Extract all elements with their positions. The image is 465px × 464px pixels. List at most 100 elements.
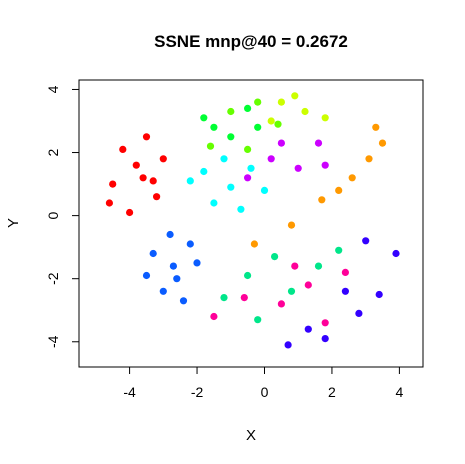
data-point xyxy=(254,123,262,131)
data-point xyxy=(321,161,329,169)
data-point xyxy=(247,164,255,172)
data-point xyxy=(200,114,208,122)
data-point xyxy=(321,335,329,343)
data-point xyxy=(210,199,218,207)
series-1 xyxy=(105,133,167,217)
data-point xyxy=(375,290,383,299)
data-point xyxy=(166,230,174,239)
data-point xyxy=(227,107,235,116)
data-point xyxy=(200,167,208,176)
data-point xyxy=(274,120,282,128)
data-point xyxy=(210,312,218,321)
data-point xyxy=(210,123,218,131)
data-point xyxy=(193,259,201,267)
data-point xyxy=(260,186,269,194)
y-tick-label: 4 xyxy=(45,85,61,93)
data-point xyxy=(321,114,329,122)
data-point xyxy=(220,294,228,302)
data-point xyxy=(244,145,252,153)
data-point xyxy=(314,262,323,270)
data-point xyxy=(341,287,349,295)
series-4 xyxy=(200,104,262,141)
series-7 xyxy=(244,139,329,182)
data-point xyxy=(240,294,248,302)
x-axis-label: X xyxy=(246,427,256,444)
data-point xyxy=(173,275,181,283)
data-point xyxy=(142,133,151,141)
data-point xyxy=(378,139,387,147)
data-point xyxy=(244,104,252,112)
data-point xyxy=(348,174,356,182)
data-point xyxy=(267,117,275,125)
series-5 xyxy=(206,98,282,153)
data-point xyxy=(284,341,292,349)
series-6 xyxy=(267,92,329,125)
y-axis-label: Y xyxy=(5,218,22,228)
x-tick-label: 0 xyxy=(261,384,269,400)
data-point xyxy=(132,161,140,169)
data-point xyxy=(372,123,380,131)
data-point xyxy=(304,325,312,333)
data-point xyxy=(294,164,302,172)
series-10 xyxy=(210,262,349,327)
y-tick-label: -4 xyxy=(45,335,61,348)
data-point xyxy=(291,92,299,100)
data-point xyxy=(250,240,258,248)
y-axis: -4 -2 0 2 4 xyxy=(45,85,80,348)
data-point xyxy=(287,287,296,295)
data-point xyxy=(206,142,215,150)
data-point xyxy=(220,155,228,163)
data-point xyxy=(277,139,285,147)
data-point xyxy=(341,268,349,276)
data-point xyxy=(186,177,194,185)
data-point xyxy=(186,240,194,248)
series-8 xyxy=(250,123,387,248)
x-tick-label: 2 xyxy=(328,384,336,400)
x-tick-label: -2 xyxy=(191,384,204,400)
data-point xyxy=(119,145,127,153)
data-point xyxy=(277,300,285,308)
data-point xyxy=(169,262,177,270)
data-point xyxy=(314,139,323,147)
data-point xyxy=(254,316,262,324)
y-tick-label: 0 xyxy=(45,212,61,220)
data-point xyxy=(277,98,285,106)
data-point xyxy=(227,133,235,141)
series-3 xyxy=(186,155,269,213)
data-point xyxy=(149,249,157,258)
data-point xyxy=(287,221,296,229)
chart-title: SSNE mnp@40 = 0.2672 xyxy=(154,32,348,51)
data-point xyxy=(153,193,161,201)
data-point xyxy=(142,271,151,280)
data-point xyxy=(318,196,326,204)
data-point xyxy=(291,262,299,270)
data-point xyxy=(304,281,312,289)
series-2 xyxy=(142,230,201,305)
data-point xyxy=(244,271,252,280)
data-point xyxy=(139,174,147,182)
x-tick-label: -4 xyxy=(123,384,136,400)
data-point xyxy=(301,107,309,116)
data-point xyxy=(321,319,329,327)
data-point xyxy=(365,155,373,163)
data-point xyxy=(335,186,343,194)
data-point xyxy=(126,208,134,217)
data-point xyxy=(159,287,167,295)
data-point xyxy=(149,177,157,185)
y-tick-label: 2 xyxy=(45,148,61,156)
plot-frame xyxy=(78,79,424,368)
data-point xyxy=(254,98,262,106)
data-point xyxy=(355,309,363,317)
data-points xyxy=(105,92,400,349)
y-tick-label: -2 xyxy=(45,272,61,285)
data-point xyxy=(271,253,279,261)
data-point xyxy=(392,249,400,258)
data-point xyxy=(267,155,275,163)
data-point xyxy=(362,237,370,245)
data-point xyxy=(227,183,235,191)
data-point xyxy=(244,174,252,182)
data-point xyxy=(109,180,117,188)
data-point xyxy=(105,199,113,207)
x-tick-label: 4 xyxy=(395,384,403,400)
